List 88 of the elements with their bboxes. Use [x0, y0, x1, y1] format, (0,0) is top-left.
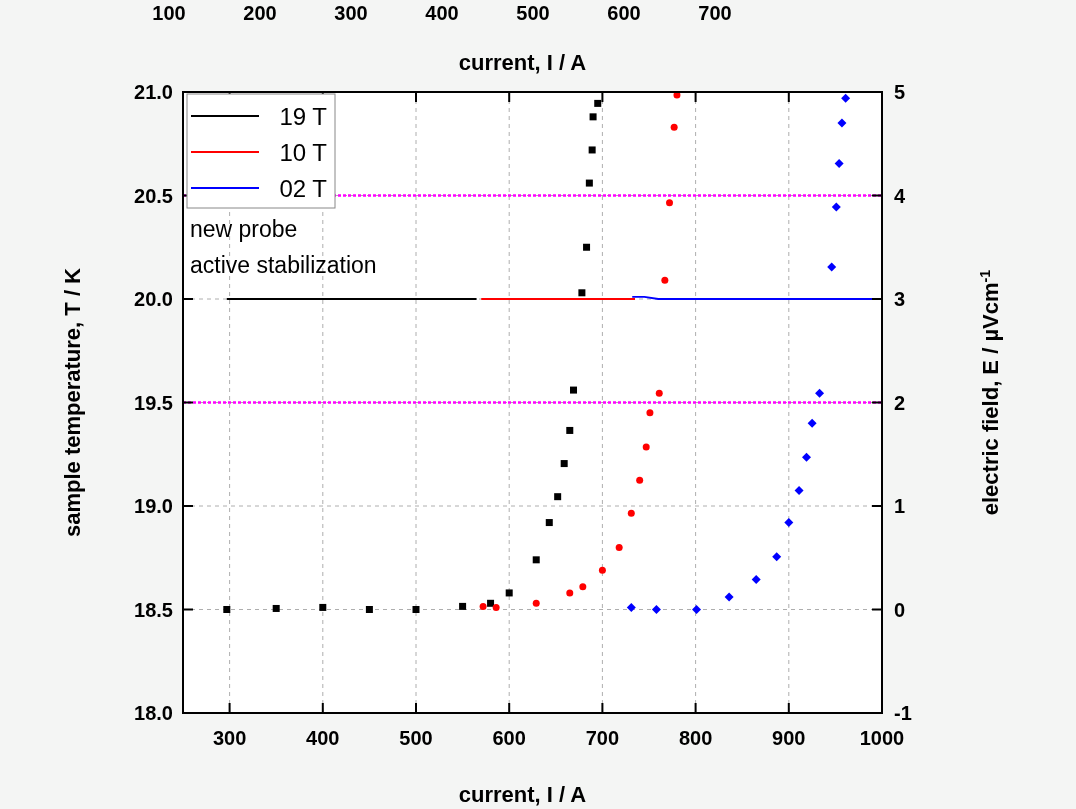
y2-tick-label: 5 — [894, 81, 906, 103]
point — [655, 389, 663, 397]
point — [627, 509, 635, 517]
y2-tick-label: 4 — [894, 184, 906, 207]
point — [661, 276, 669, 284]
point — [794, 485, 804, 495]
x2-tick-label: 400 — [425, 2, 459, 24]
y2-tick-label: 0 — [894, 598, 906, 621]
x-tick-label: 700 — [585, 727, 620, 749]
point — [365, 606, 373, 613]
y-tick-label: 20.0 — [134, 288, 173, 310]
point — [841, 93, 851, 103]
point — [492, 603, 500, 611]
y2-tick-label: 1 — [894, 495, 906, 517]
point — [615, 543, 623, 551]
point — [594, 99, 602, 107]
x2-tick-label: 600 — [607, 2, 641, 24]
point — [479, 602, 487, 610]
y-tick-label: 21.0 — [134, 81, 173, 103]
y2-tick-label: 2 — [894, 391, 906, 414]
point — [831, 202, 841, 212]
point — [570, 386, 578, 394]
point — [223, 606, 231, 613]
point — [578, 289, 586, 297]
point — [802, 452, 812, 462]
x2-tick-label: 300 — [334, 2, 368, 24]
legend-label: 10 T — [279, 139, 328, 166]
point — [636, 476, 644, 484]
point — [827, 262, 837, 272]
x-tick-label: 1000 — [859, 727, 905, 749]
point — [583, 243, 591, 251]
point — [272, 604, 280, 612]
x-tick-label: 300 — [212, 727, 247, 749]
point — [560, 460, 568, 468]
point — [651, 605, 661, 614]
point — [772, 552, 782, 562]
point — [554, 493, 562, 501]
point — [646, 409, 654, 417]
point — [545, 519, 553, 527]
point — [532, 599, 540, 607]
point — [815, 388, 825, 398]
point — [642, 443, 650, 451]
x-axis-title: current, I / A — [458, 782, 587, 807]
point — [626, 602, 636, 612]
point — [566, 589, 574, 597]
point — [670, 123, 678, 131]
point — [834, 158, 844, 168]
point — [724, 592, 734, 602]
x-tick-label: 800 — [678, 727, 713, 749]
legend-label: 02 T — [279, 175, 328, 202]
y2-tick-label: 3 — [894, 288, 906, 310]
point — [784, 518, 794, 528]
point — [807, 418, 817, 428]
point — [589, 113, 597, 121]
x2-tick-label: 700 — [698, 2, 732, 24]
point — [566, 426, 574, 434]
point — [579, 583, 587, 591]
point — [319, 603, 327, 611]
x-tick-label: 600 — [492, 727, 526, 749]
legend-label: 19 T — [279, 103, 328, 130]
point — [588, 146, 596, 154]
y2-tick-label: -1 — [894, 702, 912, 724]
x2-tick-label: 200 — [243, 2, 277, 24]
annotation: active stabilization — [190, 252, 377, 278]
point — [837, 118, 847, 128]
point — [692, 605, 702, 614]
y-tick-label: 19.5 — [134, 391, 173, 414]
x2-tick-label: 500 — [516, 2, 550, 24]
point — [598, 566, 606, 574]
point — [487, 599, 495, 607]
x-tick-label: 900 — [772, 727, 806, 749]
point — [751, 574, 761, 584]
y-tick-label: 18.0 — [134, 702, 173, 724]
y-tick-label: 18.5 — [134, 598, 173, 621]
point — [412, 606, 420, 613]
point — [666, 199, 673, 207]
y-tick-label: 19.0 — [134, 495, 173, 517]
point — [505, 589, 513, 597]
x2-tick-label: 100 — [152, 2, 186, 24]
x-tick-label: 500 — [399, 727, 433, 749]
x2-axis-title: current, I / A — [458, 50, 587, 75]
y-axis-title: sample temperature, T / K — [60, 267, 85, 537]
point — [532, 556, 540, 564]
x-tick-label: 400 — [306, 727, 340, 749]
y-tick-label: 20.5 — [134, 184, 173, 207]
point — [585, 179, 593, 187]
point — [459, 602, 467, 610]
annotation: new probe — [190, 216, 298, 242]
